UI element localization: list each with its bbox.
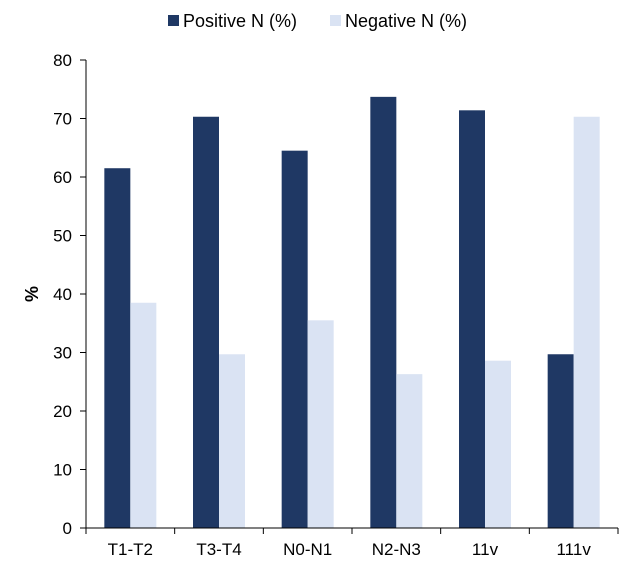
bar-positive-n2-n3 <box>370 96 397 528</box>
x-tick-label: 111v <box>556 540 591 559</box>
bar-positive-t1-t2 <box>104 168 131 528</box>
y-tick-label: 0 <box>63 519 72 538</box>
bar-positive-11v <box>459 110 485 528</box>
y-axis-title: % <box>22 286 42 302</box>
y-tick-label: 20 <box>53 402 72 421</box>
x-tick-label: N2-N3 <box>372 540 421 559</box>
x-tick-label: N0-N1 <box>283 540 332 559</box>
bar-positive-n0-n1 <box>281 150 308 529</box>
bars <box>104 96 600 529</box>
y-tick-label: 80 <box>53 51 72 70</box>
bar-negative-n0-n1 <box>307 320 334 528</box>
bar-negative-t1-t2 <box>130 302 157 528</box>
y-axis-ticks: 0 10 20 30 40 50 60 70 80 <box>53 51 86 538</box>
x-tick-label: T3-T4 <box>196 540 241 559</box>
bar-negative-111v <box>573 116 600 529</box>
bar-negative-n2-n3 <box>396 374 423 528</box>
x-tick-label: T1-T2 <box>108 540 153 559</box>
bar-negative-11v <box>485 360 511 528</box>
legend-swatch <box>330 15 341 26</box>
legend-label: Negative N (%) <box>345 11 467 31</box>
legend-swatch <box>168 15 179 26</box>
x-axis-ticks: T1-T2 T3-T4 N0-N1 N2-N3 11v 111v <box>85 528 619 559</box>
y-tick-label: 50 <box>53 227 72 246</box>
bar-positive-t3-t4 <box>193 116 219 529</box>
bar-positive-111v <box>547 354 574 528</box>
bar-negative-t3-t4 <box>219 354 245 528</box>
y-tick-label: 40 <box>53 285 72 304</box>
y-tick-label: 10 <box>53 461 72 480</box>
legend-label: Positive N (%) <box>183 11 297 31</box>
y-tick-label: 30 <box>53 344 72 363</box>
y-tick-label: 70 <box>53 110 72 129</box>
x-tick-label: 11v <box>472 540 499 559</box>
y-tick-label: 60 <box>53 168 72 187</box>
legend: Positive N (%) Negative N (%) <box>168 11 467 31</box>
